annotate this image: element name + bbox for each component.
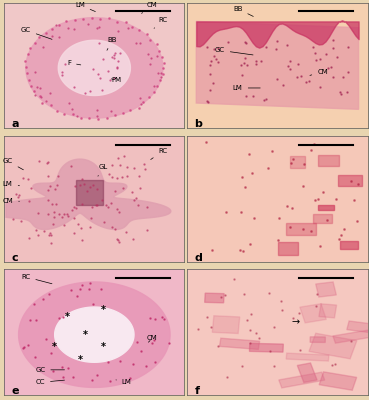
Polygon shape — [318, 205, 334, 210]
Text: LM: LM — [75, 2, 95, 12]
Text: LM: LM — [233, 85, 260, 91]
Text: LM: LM — [3, 181, 20, 187]
Text: a: a — [11, 119, 19, 129]
Text: *: * — [83, 330, 88, 340]
Polygon shape — [347, 321, 369, 334]
Polygon shape — [319, 372, 357, 390]
Polygon shape — [18, 282, 170, 388]
Text: f: f — [194, 386, 200, 396]
Text: c: c — [11, 253, 18, 263]
Text: b: b — [194, 119, 202, 129]
Polygon shape — [290, 156, 306, 168]
Polygon shape — [249, 343, 283, 352]
Polygon shape — [316, 282, 336, 297]
Text: CM: CM — [2, 198, 20, 204]
Text: PM: PM — [111, 78, 121, 84]
Polygon shape — [279, 372, 325, 388]
Polygon shape — [286, 223, 316, 235]
Polygon shape — [58, 40, 130, 96]
Text: *: * — [101, 304, 106, 314]
Text: CM: CM — [146, 336, 158, 342]
Polygon shape — [55, 307, 134, 362]
Text: GC: GC — [35, 367, 65, 373]
Polygon shape — [220, 338, 260, 350]
Polygon shape — [6, 159, 171, 230]
Polygon shape — [76, 180, 103, 205]
Polygon shape — [205, 293, 224, 303]
Text: e: e — [11, 386, 19, 396]
Polygon shape — [310, 337, 325, 342]
Polygon shape — [212, 316, 240, 334]
Text: CM: CM — [310, 69, 328, 76]
Polygon shape — [26, 18, 163, 118]
Text: RC: RC — [151, 148, 168, 160]
Text: →: → — [292, 317, 300, 327]
Text: GC: GC — [21, 27, 52, 39]
Text: d: d — [194, 253, 202, 263]
Text: GC: GC — [215, 47, 253, 55]
Text: RC: RC — [154, 17, 168, 28]
Text: CM: CM — [142, 2, 158, 14]
Text: *: * — [77, 355, 82, 365]
Text: *: * — [101, 342, 106, 352]
Text: LM: LM — [116, 379, 132, 385]
Polygon shape — [300, 304, 326, 323]
Text: GL: GL — [98, 164, 108, 176]
Text: GC: GC — [3, 158, 23, 170]
Text: *: * — [52, 342, 57, 352]
Polygon shape — [313, 214, 332, 222]
Text: CC: CC — [35, 379, 65, 385]
Polygon shape — [309, 333, 357, 359]
Polygon shape — [333, 329, 369, 343]
Text: BB: BB — [107, 37, 117, 50]
Polygon shape — [318, 155, 339, 166]
Text: *: * — [65, 312, 70, 322]
Polygon shape — [340, 241, 359, 249]
Text: RC: RC — [21, 274, 52, 284]
Polygon shape — [286, 353, 329, 361]
Polygon shape — [319, 304, 337, 318]
Polygon shape — [338, 175, 362, 186]
Text: F: F — [67, 60, 81, 66]
Polygon shape — [297, 363, 317, 382]
Polygon shape — [278, 242, 299, 255]
Polygon shape — [196, 22, 359, 109]
Text: BB: BB — [233, 6, 253, 16]
